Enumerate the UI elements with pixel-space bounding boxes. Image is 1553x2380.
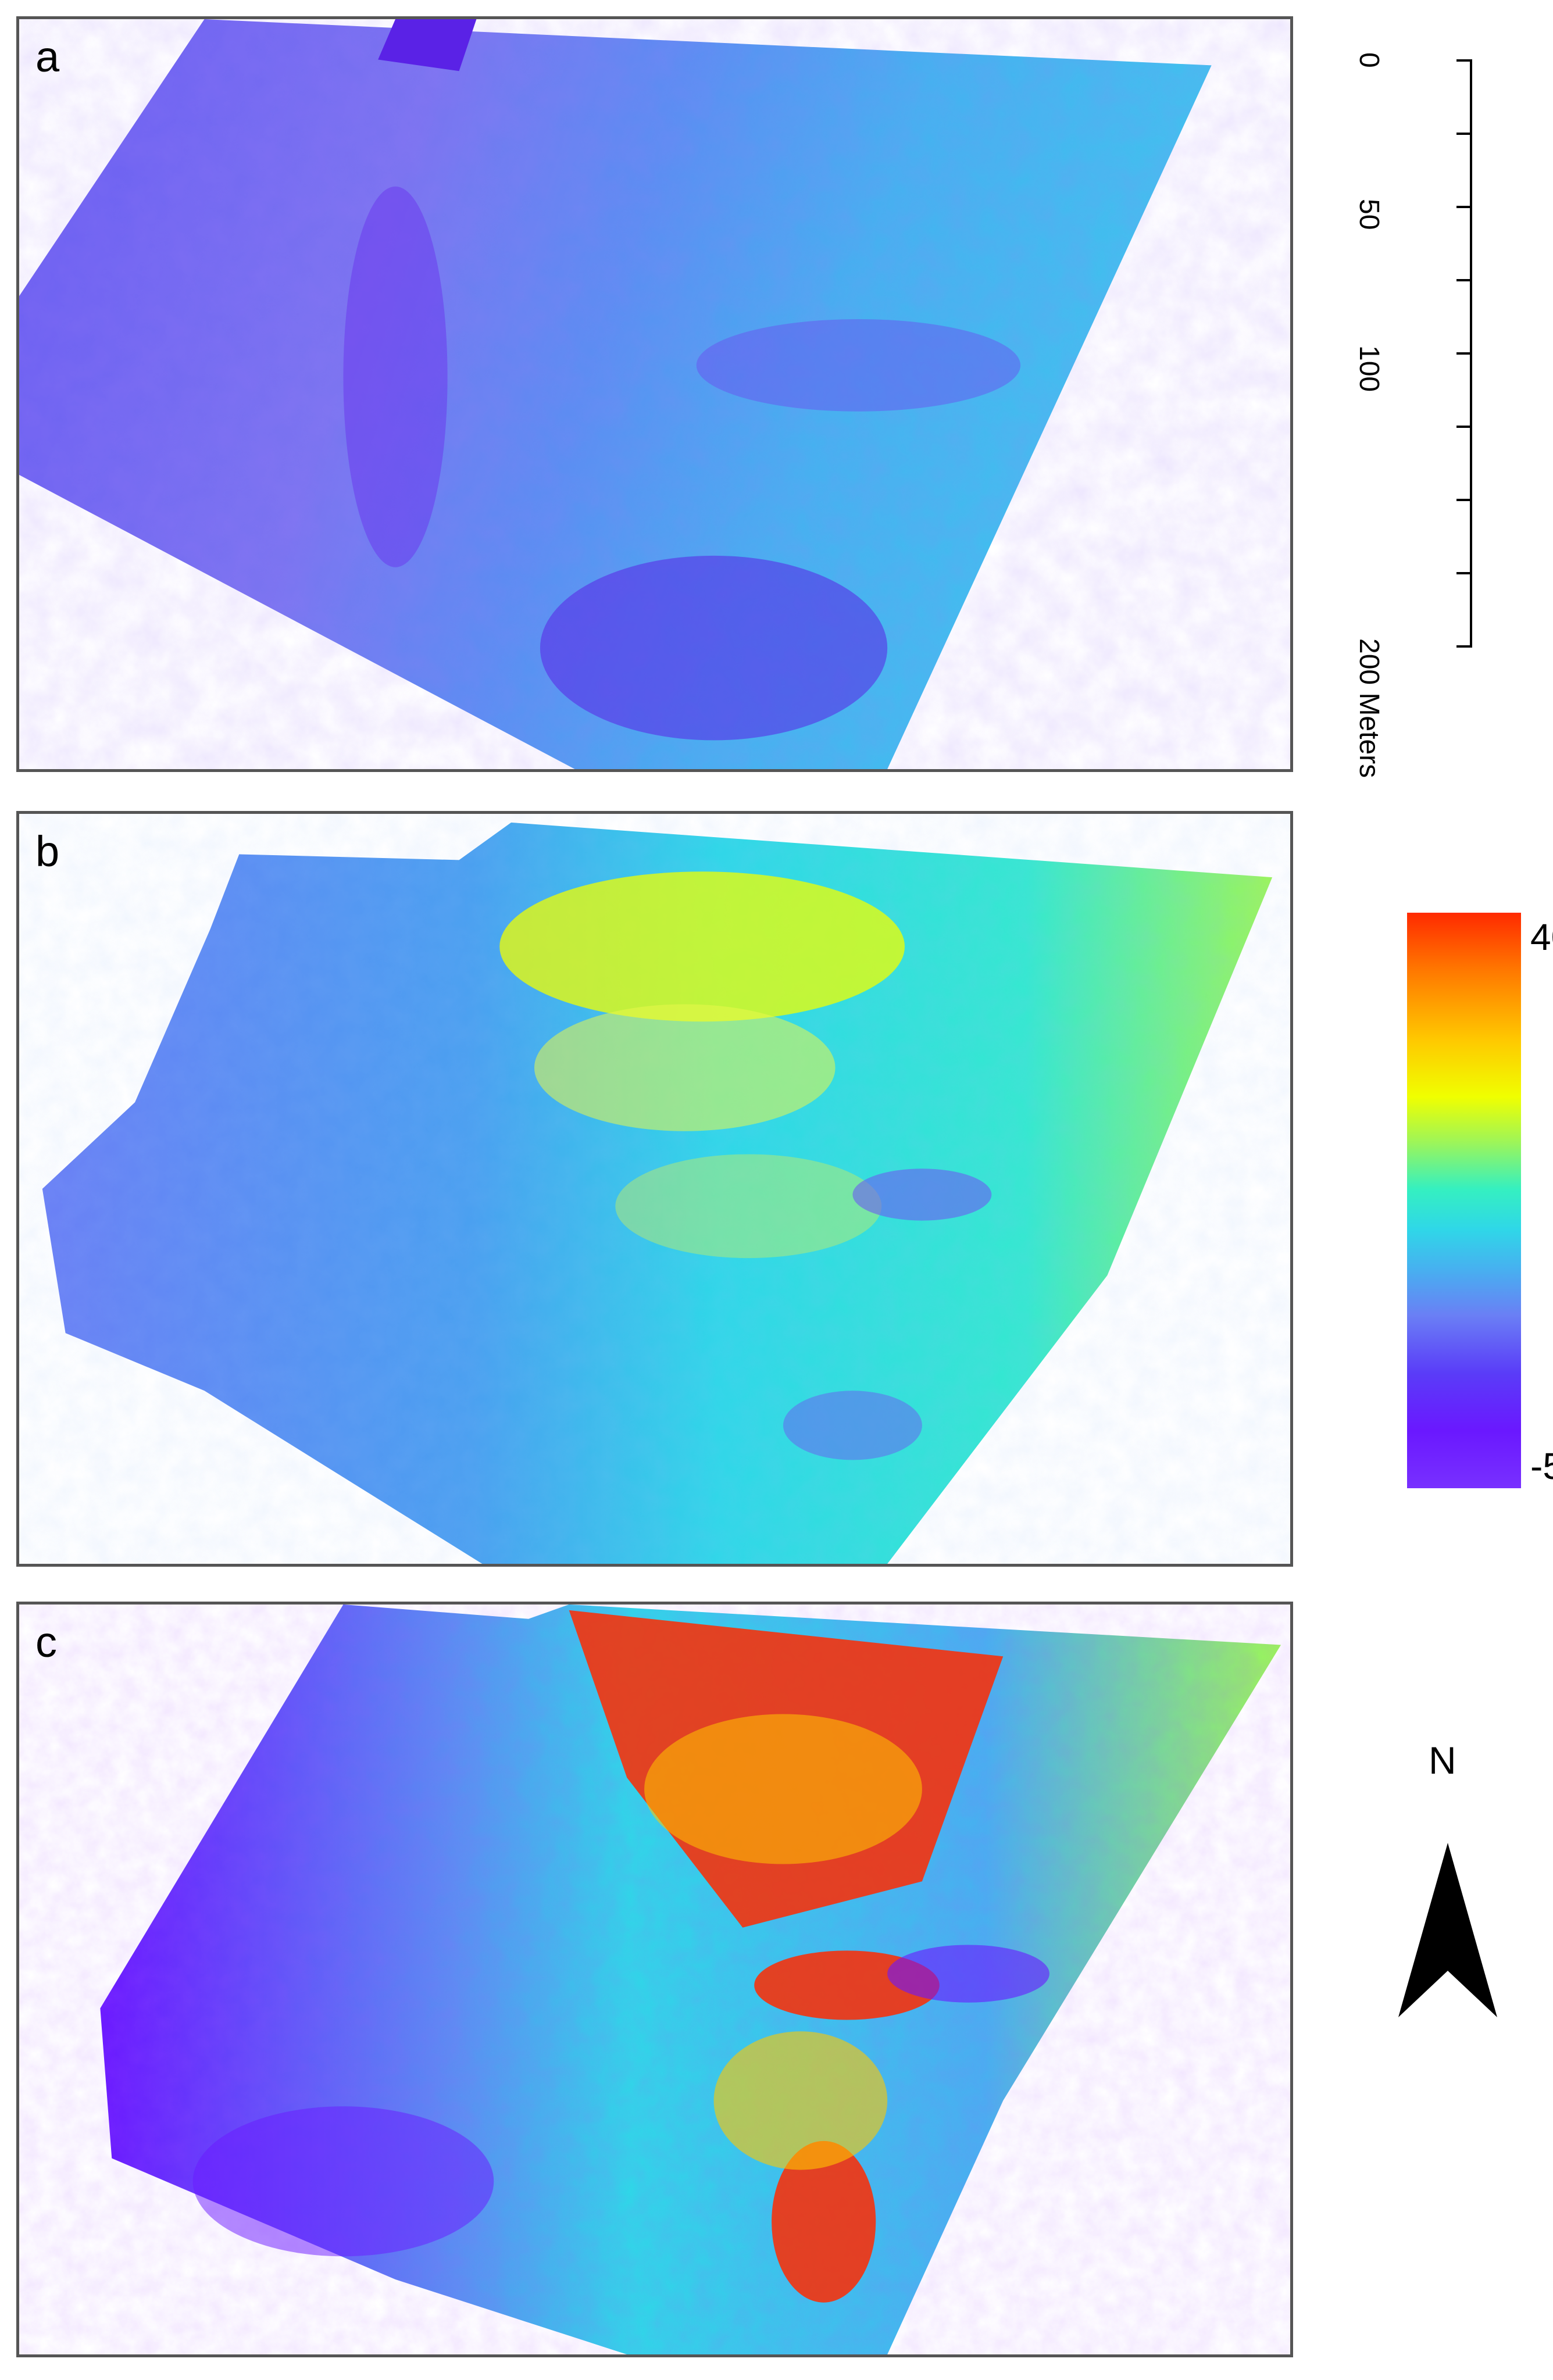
north-arrow: N: [1387, 1738, 1515, 2040]
scale-tick-label: 200 Meters: [1354, 638, 1384, 778]
north-label: N: [1429, 1739, 1456, 1782]
panel-letter-c: c: [35, 1618, 57, 1666]
legend-color-ramp: [1407, 913, 1521, 1488]
raster-map-b: [42, 822, 1273, 1564]
legend-max-label: 40: [1530, 916, 1553, 958]
panel-letter-b: b: [35, 827, 60, 875]
raster-map-c: [100, 1604, 1281, 2354]
scale-tick-label: 0: [1354, 52, 1384, 68]
scale-tick-label: 50: [1354, 199, 1384, 230]
panel-letter-a: a: [35, 33, 60, 81]
map-panel-a: a: [16, 16, 1293, 772]
map-panel-b: b: [16, 811, 1293, 1567]
color-legend: 40 -5: [1407, 913, 1553, 1494]
north-arrow-icon: [1398, 1843, 1497, 2017]
scale-bar-graphic: [1456, 59, 1472, 648]
raster-map-a: [19, 19, 1212, 769]
legend-min-label: -5: [1530, 1445, 1553, 1487]
scale-bar: 0 50 100 200 Meters: [1337, 47, 1512, 802]
scale-tick-label: 100: [1354, 345, 1384, 392]
map-panel-c: c: [16, 1602, 1293, 2357]
